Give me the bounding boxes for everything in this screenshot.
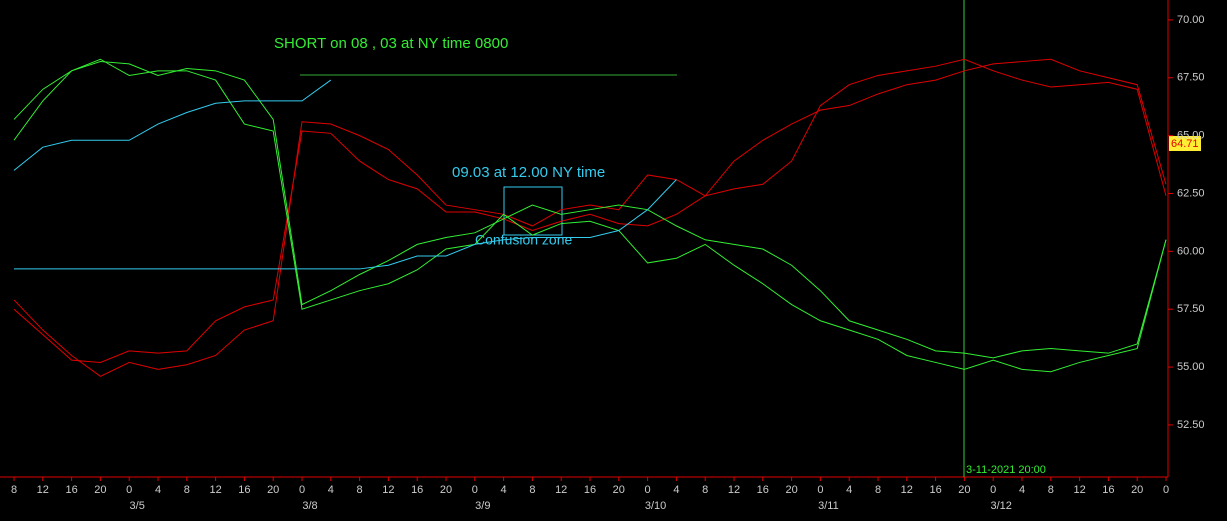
x-tick-label: 12 <box>901 484 913 496</box>
x-tick-label: 12 <box>1073 484 1085 496</box>
y-tick-label: 62.50 <box>1177 187 1205 199</box>
zone-label: Confusion zone <box>475 232 573 248</box>
x-tick-label: 4 <box>1019 484 1025 496</box>
x-tick-label: 20 <box>958 484 970 496</box>
x-tick-label: 0 <box>299 484 305 496</box>
x-tick-label: 8 <box>875 484 881 496</box>
y-tick-label: 67.50 <box>1177 72 1205 84</box>
x-tick-label: 8 <box>357 484 363 496</box>
y-tick-label: 70.00 <box>1177 14 1205 26</box>
x-tick-label: 12 <box>37 484 49 496</box>
date-label: 3/9 <box>475 500 490 512</box>
series-line <box>13 58 1167 373</box>
y-tick-label: 52.50 <box>1177 419 1205 431</box>
x-tick-label: 20 <box>94 484 106 496</box>
x-tick-label: 8 <box>11 484 17 496</box>
date-label: 3/8 <box>302 500 317 512</box>
x-tick-label: 8 <box>184 484 190 496</box>
y-tick-label: 60.00 <box>1177 245 1205 257</box>
x-tick-label: 0 <box>645 484 651 496</box>
x-tick-label: 4 <box>501 484 507 496</box>
date-label: 3/12 <box>990 500 1011 512</box>
x-tick-label: 8 <box>529 484 535 496</box>
x-tick-label: 16 <box>411 484 423 496</box>
x-tick-label: 4 <box>328 484 334 496</box>
x-tick-label: 4 <box>155 484 161 496</box>
x-tick-label: 0 <box>817 484 823 496</box>
series-line <box>13 58 1167 363</box>
x-tick-label: 0 <box>472 484 478 496</box>
x-tick-label: 8 <box>702 484 708 496</box>
x-tick-label: 0 <box>126 484 132 496</box>
price-box <box>1169 136 1201 151</box>
x-tick-label: 4 <box>846 484 852 496</box>
y-tick-label: 57.50 <box>1177 303 1205 315</box>
x-tick-label: 8 <box>1048 484 1054 496</box>
x-tick-label: 20 <box>440 484 452 496</box>
x-tick-label: 20 <box>785 484 797 496</box>
x-tick-label: 16 <box>65 484 77 496</box>
cursor-label: 3-11-2021 20:00 <box>966 464 1046 476</box>
y-tick-label: 55.00 <box>1177 361 1205 373</box>
x-tick-label: 20 <box>267 484 279 496</box>
x-tick-label: 12 <box>555 484 567 496</box>
x-tick-label: 0 <box>990 484 996 496</box>
series-line <box>13 58 1167 377</box>
x-tick-label: 16 <box>238 484 250 496</box>
x-tick-label: 16 <box>584 484 596 496</box>
price-label: 64.71 <box>1171 138 1199 150</box>
x-tick-label: 20 <box>1131 484 1143 496</box>
x-tick-label: 0 <box>1163 484 1169 496</box>
x-tick-label: 16 <box>757 484 769 496</box>
x-tick-label: 12 <box>382 484 394 496</box>
x-tick-label: 4 <box>673 484 679 496</box>
x-tick-label: 12 <box>728 484 740 496</box>
series-line <box>14 179 677 270</box>
series-line <box>13 61 1167 359</box>
x-tick-label: 20 <box>613 484 625 496</box>
x-tick-label: 16 <box>1102 484 1114 496</box>
date-label: 3/10 <box>645 500 666 512</box>
short-label: SHORT on 08 , 03 at NY time 0800 <box>274 35 508 52</box>
date-label: 3/5 <box>130 500 145 512</box>
x-tick-label: 16 <box>929 484 941 496</box>
date-label: 3/11 <box>818 500 839 512</box>
time-note: 09.03 at 12.00 NY time <box>452 164 605 181</box>
y-tick-label: 65.00 <box>1177 130 1205 142</box>
x-tick-label: 12 <box>209 484 221 496</box>
series-line <box>13 79 332 171</box>
